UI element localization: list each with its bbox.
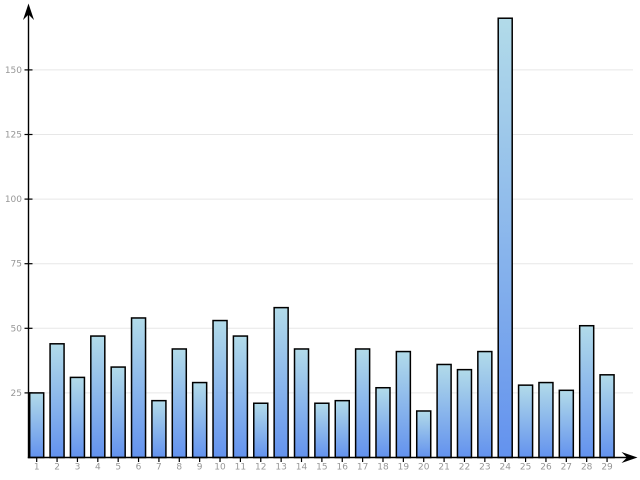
bar-29	[599, 374, 615, 459]
bar-9	[191, 381, 208, 459]
x-tick-label: 29	[601, 463, 613, 473]
x-tick-label: 17	[357, 463, 368, 473]
bar-25	[517, 384, 534, 459]
bar-11	[232, 335, 249, 459]
gridlines	[28, 69, 633, 394]
x-tick-label: 21	[438, 463, 449, 473]
x-tick-label: 18	[377, 463, 389, 473]
bar-10	[212, 319, 228, 459]
x-tick-label: 15	[316, 463, 327, 473]
y-tick-label: 75	[11, 260, 22, 270]
x-tick-label: 6	[136, 463, 142, 473]
x-tick-label: 11	[235, 463, 246, 473]
x-tick-label: 27	[561, 463, 572, 473]
bar-15	[314, 402, 330, 459]
bar-1	[28, 392, 45, 459]
x-tick-label: 28	[581, 463, 593, 473]
bar-19	[395, 350, 412, 459]
x-tick-label: 9	[197, 463, 203, 473]
bar-28	[578, 324, 595, 459]
bar-4	[90, 335, 106, 459]
bar-18	[375, 386, 391, 459]
x-tick-label: 14	[296, 463, 308, 473]
x-tick-label: 16	[337, 463, 349, 473]
bar-14	[293, 348, 310, 459]
x-tick-label: 23	[479, 463, 490, 473]
x-tick-label: 13	[275, 463, 286, 473]
x-tick-label: 2	[54, 463, 60, 473]
y-tick-label: 125	[5, 131, 22, 141]
bar-17	[354, 348, 371, 459]
bar-series	[28, 17, 615, 459]
x-tick-label: 24	[499, 463, 511, 473]
bar-26	[538, 381, 554, 459]
y-tick-label: 100	[5, 195, 22, 205]
bar-16	[334, 399, 350, 459]
y-axis-arrowhead	[23, 3, 34, 20]
bar-13	[273, 306, 289, 459]
y-tick-label: 25	[11, 389, 22, 399]
y-tick-label: 50	[11, 324, 23, 334]
bar-7	[151, 399, 167, 459]
x-tick-label: 26	[540, 463, 552, 473]
x-tick-label: 4	[95, 463, 101, 473]
y-tick-label: 150	[5, 66, 22, 76]
bar-27	[558, 389, 575, 459]
bar-22	[456, 368, 473, 459]
x-tick-label: 8	[176, 463, 182, 473]
x-tick-label: 5	[115, 463, 121, 473]
bar-5	[110, 366, 126, 459]
bar-2	[49, 343, 65, 459]
bar-12	[253, 402, 269, 459]
bar-24	[497, 17, 513, 459]
x-tick-label: 12	[255, 463, 266, 473]
x-tick-label: 20	[418, 463, 430, 473]
bar-21	[436, 363, 452, 459]
x-axis-arrowhead	[621, 452, 638, 463]
x-tick-label: 1	[34, 463, 40, 473]
x-tick-label: 19	[398, 463, 410, 473]
bar-3	[69, 376, 86, 459]
x-tick-label: 7	[156, 463, 162, 473]
x-tick-label: 25	[520, 463, 531, 473]
axes	[23, 3, 638, 463]
x-tick-label: 22	[459, 463, 470, 473]
x-tick-label: 10	[214, 463, 226, 473]
tick-marks	[24, 69, 608, 462]
bar-8	[171, 348, 188, 459]
bar-6	[130, 317, 147, 459]
bar-23	[477, 350, 493, 459]
x-tick-label: 3	[75, 463, 81, 473]
bar-20	[415, 410, 432, 459]
